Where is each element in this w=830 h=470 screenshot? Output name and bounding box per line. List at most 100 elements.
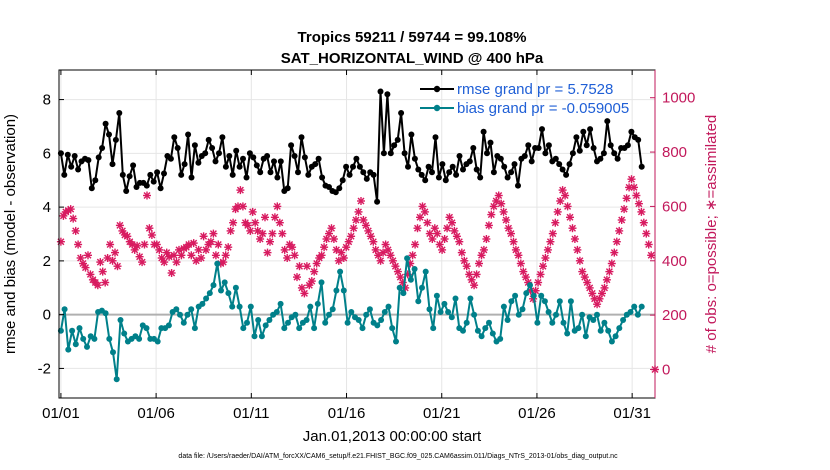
rmse-point bbox=[277, 158, 284, 165]
obs-marker-stroke bbox=[482, 235, 490, 243]
obs-marker-stroke bbox=[480, 246, 488, 254]
obs-marker bbox=[295, 262, 304, 271]
obs-marker bbox=[339, 254, 348, 262]
obs-marker-stroke bbox=[372, 246, 380, 254]
obs-marker bbox=[293, 273, 301, 282]
chart-title-line1: Tropics 59211 / 59744 = 99.108% bbox=[298, 29, 527, 46]
obs-marker bbox=[172, 258, 181, 267]
obs-marker-stroke bbox=[421, 208, 429, 216]
obs-marker bbox=[113, 262, 122, 271]
obs-marker bbox=[516, 259, 525, 268]
x-tick-label: 01/21 bbox=[423, 405, 461, 422]
bias-point bbox=[258, 333, 265, 340]
obs-marker bbox=[300, 289, 309, 298]
obs-marker-stroke bbox=[273, 202, 281, 210]
rmse-point bbox=[350, 163, 356, 170]
obs-marker-stroke bbox=[387, 251, 394, 259]
rmse-point bbox=[497, 155, 504, 162]
obs-marker-stroke bbox=[153, 241, 161, 248]
bias-point bbox=[355, 317, 362, 323]
bias-point bbox=[504, 317, 511, 323]
obs-marker-stroke bbox=[396, 273, 404, 281]
obs-marker bbox=[66, 205, 75, 214]
rmse-point bbox=[401, 150, 408, 157]
bias-point bbox=[508, 298, 515, 305]
obs-marker bbox=[160, 258, 169, 267]
obs-marker-stroke bbox=[578, 268, 586, 276]
rmse-point bbox=[456, 153, 463, 159]
obs-marker-stroke bbox=[244, 221, 252, 229]
bias-point bbox=[229, 303, 236, 310]
bias-point bbox=[575, 325, 582, 332]
obs-marker-stroke bbox=[605, 268, 613, 276]
bias-point bbox=[482, 325, 489, 332]
rmse-point bbox=[250, 154, 257, 161]
obs-marker bbox=[248, 207, 257, 216]
obs-marker-stroke bbox=[320, 243, 328, 251]
obs-marker bbox=[430, 224, 439, 233]
bias-point bbox=[567, 298, 574, 305]
rmse-point bbox=[274, 174, 281, 181]
bias-point bbox=[378, 317, 385, 323]
bias-point bbox=[244, 319, 250, 326]
obs-marker-stroke bbox=[377, 257, 385, 265]
obs-marker bbox=[573, 245, 582, 254]
bias-point bbox=[225, 290, 232, 297]
bias-line bbox=[59, 257, 643, 381]
rmse-point bbox=[202, 150, 209, 157]
obs-marker-stroke bbox=[586, 284, 594, 292]
right-y-axis-ticks: 0 200 400 600 800 1000 bbox=[650, 70, 695, 398]
x-tick-label: 01/06 bbox=[137, 405, 175, 422]
bias-point bbox=[69, 327, 76, 334]
bias-point bbox=[560, 319, 567, 326]
obs-marker bbox=[627, 175, 636, 184]
obs-marker bbox=[283, 254, 292, 262]
rmse-point bbox=[576, 147, 583, 154]
rmse-point bbox=[384, 91, 391, 98]
rmse-point bbox=[284, 185, 291, 192]
obs-marker-stroke bbox=[259, 230, 267, 238]
rmse-point bbox=[161, 170, 167, 177]
obs-marker bbox=[69, 214, 78, 223]
obs-marker-stroke bbox=[632, 192, 640, 199]
obs-marker-stroke bbox=[118, 227, 126, 235]
obs-marker bbox=[320, 243, 329, 252]
obs-marker bbox=[194, 245, 203, 254]
bias-point bbox=[340, 287, 347, 294]
bias-point bbox=[527, 282, 533, 289]
rmse-point bbox=[126, 173, 133, 180]
obs-marker-stroke bbox=[246, 227, 254, 235]
obs-marker-stroke bbox=[487, 211, 495, 219]
left-y-axis-label: rmse and bias (model - observation) bbox=[2, 114, 19, 354]
obs-marker bbox=[470, 281, 479, 290]
obs-marker bbox=[502, 216, 511, 224]
rmse-point bbox=[539, 126, 545, 133]
obs-marker bbox=[411, 240, 420, 249]
chart-title-line2: SAT_HORIZONTAL_WIND @ 400 hPa bbox=[281, 50, 544, 67]
bias-point bbox=[467, 295, 474, 302]
obs-marker bbox=[499, 207, 508, 216]
obs-marker-stroke bbox=[495, 192, 503, 199]
obs-marker-stroke bbox=[497, 200, 505, 208]
obs-marker-stroke bbox=[601, 284, 608, 292]
obs-marker bbox=[423, 218, 432, 227]
obs-marker bbox=[462, 262, 471, 271]
obs-marker bbox=[221, 251, 230, 260]
obs-marker-stroke bbox=[433, 230, 441, 238]
rmse-point bbox=[363, 175, 370, 182]
x-tick-label: 01/31 bbox=[613, 405, 651, 422]
obs-marker-stroke bbox=[86, 270, 94, 278]
rmse-point bbox=[61, 171, 68, 178]
obs-marker-stroke bbox=[453, 232, 461, 240]
obs-marker-stroke bbox=[318, 251, 326, 259]
obs-marker bbox=[507, 229, 515, 238]
obs-marker-stroke bbox=[623, 194, 631, 202]
bias-point bbox=[553, 311, 559, 318]
rmse-point bbox=[157, 185, 164, 192]
bias-point bbox=[419, 284, 425, 291]
rmse-point bbox=[563, 171, 570, 178]
bias-point bbox=[266, 317, 273, 323]
obs-marker-stroke bbox=[628, 175, 635, 183]
obs-marker bbox=[258, 229, 267, 238]
obs-marker-stroke bbox=[254, 227, 262, 235]
